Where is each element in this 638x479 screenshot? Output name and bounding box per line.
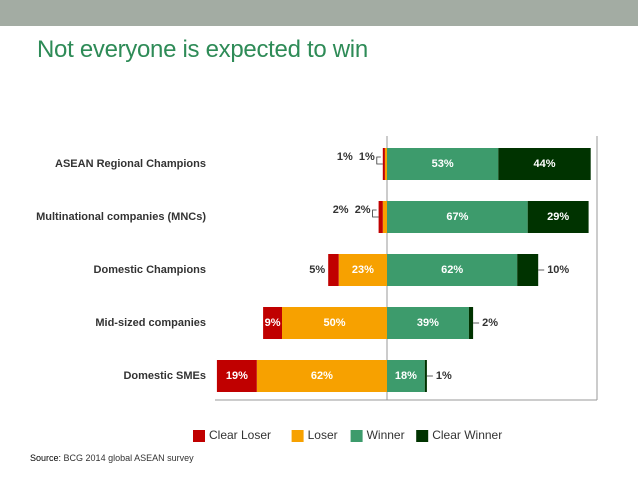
data-label-clear-winner: 44% <box>533 158 555 170</box>
category-label: Domestic SMEs <box>123 370 206 382</box>
bar-clear-loser <box>216 360 257 392</box>
bar-clear-winner <box>527 201 589 233</box>
leader-line <box>376 156 383 165</box>
legend-label: Clear Winner <box>432 428 502 442</box>
data-label-clear-loser: 19% <box>226 370 248 382</box>
legend-swatch <box>416 430 429 442</box>
bar-clear-winner <box>468 307 474 339</box>
bar-winner <box>387 254 518 286</box>
data-label-clear-loser: 5% <box>309 264 325 276</box>
data-label-clear-winner: 2% <box>482 317 498 329</box>
legend-swatch <box>291 430 304 442</box>
bar-clear-loser <box>382 148 385 180</box>
bar-loser <box>338 254 387 286</box>
data-label-winner: 67% <box>446 211 468 223</box>
legend-label: Loser <box>308 428 338 442</box>
source-label: Source: <box>30 453 62 463</box>
data-label-winner: 62% <box>441 264 463 276</box>
bar-loser <box>382 201 387 233</box>
data-label-clear-loser: 1% <box>337 151 353 163</box>
data-label-winner: 18% <box>395 370 417 382</box>
bar-winner <box>387 201 528 233</box>
legend-label: Clear Loser <box>209 428 271 442</box>
bar-clear-winner <box>517 254 539 286</box>
bar-clear-loser <box>328 254 339 286</box>
category-label: Domestic Champions <box>94 264 206 276</box>
data-label-loser: 50% <box>323 317 345 329</box>
category-label: Mid-sized companies <box>95 317 206 329</box>
data-label-clear-winner: 29% <box>547 211 569 223</box>
source-note: Source: BCG 2014 global ASEAN survey <box>30 453 194 463</box>
bar-loser <box>384 148 387 180</box>
data-label-loser: 1% <box>359 151 375 163</box>
legend-swatch <box>350 430 363 442</box>
category-label: Multinational companies (MNCs) <box>36 211 206 223</box>
data-label-loser: 23% <box>352 264 374 276</box>
bar-loser <box>282 307 387 339</box>
category-label: ASEAN Regional Champions <box>55 158 206 170</box>
bar-clear-loser <box>263 307 282 339</box>
data-label-clear-winner: 1% <box>436 370 452 382</box>
bar-winner <box>387 148 499 180</box>
bar-clear-winner <box>424 360 427 392</box>
data-label-winner: 53% <box>432 158 454 170</box>
data-label-clear-winner: 10% <box>547 264 569 276</box>
bar-clear-winner <box>498 148 591 180</box>
data-label-winner: 39% <box>417 317 439 329</box>
data-label-loser: 62% <box>311 370 333 382</box>
data-label-loser: 2% <box>355 204 371 216</box>
legend-swatch <box>193 430 205 442</box>
source-text: BCG 2014 global ASEAN survey <box>63 453 194 463</box>
bar-clear-loser <box>378 201 383 233</box>
bar-winner <box>387 360 425 392</box>
data-label-clear-loser: 9% <box>265 317 281 329</box>
leader-line <box>372 209 379 218</box>
legend-label: Winner <box>367 428 405 442</box>
bar-loser <box>256 360 387 392</box>
bar-winner <box>387 307 469 339</box>
data-label-clear-loser: 2% <box>333 204 349 216</box>
top-bar <box>0 0 638 26</box>
slide-title: Not everyone is expected to win <box>37 36 368 63</box>
